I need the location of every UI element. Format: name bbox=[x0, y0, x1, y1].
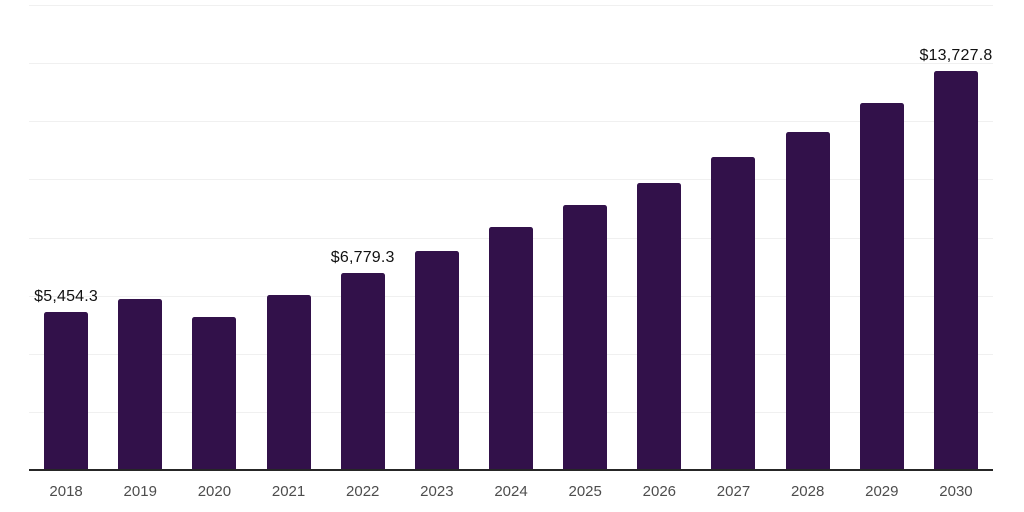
bar-slot-2022: $6,779.3 bbox=[326, 5, 400, 470]
bar-2019 bbox=[118, 298, 163, 470]
x-tick-2021: 2021 bbox=[271, 483, 306, 500]
bar-2018 bbox=[44, 311, 89, 470]
x-axis-line bbox=[29, 469, 993, 471]
bar-2029 bbox=[859, 102, 904, 470]
bar-slot-2020 bbox=[177, 5, 251, 470]
bar-slot-2019 bbox=[103, 5, 177, 470]
value-label-2022: $6,779.3 bbox=[330, 248, 395, 266]
x-axis-labels: 2018 2019 2020 2021 2022 2023 2024 2025 2026 2027… bbox=[29, 483, 993, 500]
x-tick-2019: 2019 bbox=[123, 483, 157, 500]
bar-2028 bbox=[785, 131, 830, 470]
x-tick-2030: 2030 bbox=[939, 483, 973, 500]
value-label-2018: $5,454.3 bbox=[34, 287, 99, 305]
x-tick-2028: 2028 bbox=[790, 483, 825, 500]
gridline-12000 bbox=[29, 121, 993, 123]
bar-2030 bbox=[933, 71, 978, 470]
bar-slot-2018: $5,454.3 bbox=[29, 5, 103, 470]
x-tick-2023: 2023 bbox=[420, 483, 454, 500]
bar-slot-2026 bbox=[622, 5, 696, 470]
gridline-14000 bbox=[29, 63, 993, 65]
bar-2022 bbox=[340, 273, 385, 470]
value-label-2030: $13,727.8 bbox=[919, 47, 993, 65]
x-tick-2027: 2027 bbox=[716, 483, 751, 500]
bar-2024 bbox=[489, 227, 534, 470]
x-tick-2018: 2018 bbox=[49, 483, 83, 500]
x-tick-2029: 2029 bbox=[865, 483, 899, 500]
bar-slot-2024 bbox=[474, 5, 548, 470]
bar-2020 bbox=[192, 316, 237, 470]
bar-slot-2028 bbox=[771, 5, 845, 470]
x-tick-2022: 2022 bbox=[346, 483, 380, 500]
gridline-10000 bbox=[29, 179, 993, 181]
bar-2021 bbox=[266, 295, 311, 470]
bar-slot-2025 bbox=[548, 5, 622, 470]
bars: $5,454.3 $6,779.3 $13,727.8 bbox=[29, 5, 993, 470]
bar-2025 bbox=[563, 204, 608, 470]
bar-2026 bbox=[637, 182, 682, 470]
gridline-16000 bbox=[29, 5, 993, 6]
bar-slot-2023 bbox=[400, 5, 474, 470]
bar-2023 bbox=[414, 251, 459, 470]
bar-2027 bbox=[711, 157, 756, 470]
bar-slot-2027 bbox=[696, 5, 770, 470]
x-tick-2025: 2025 bbox=[568, 483, 602, 500]
x-tick-2020: 2020 bbox=[197, 483, 232, 500]
bar-slot-2021 bbox=[251, 5, 325, 470]
bar-slot-2029 bbox=[845, 5, 919, 470]
x-tick-2024: 2024 bbox=[494, 483, 528, 500]
x-tick-2026: 2026 bbox=[642, 483, 677, 500]
bar-slot-2030: $13,727.8 bbox=[919, 5, 993, 470]
plot-area: $5,454.3 $6,779.3 $13,727.8 bbox=[29, 5, 993, 471]
